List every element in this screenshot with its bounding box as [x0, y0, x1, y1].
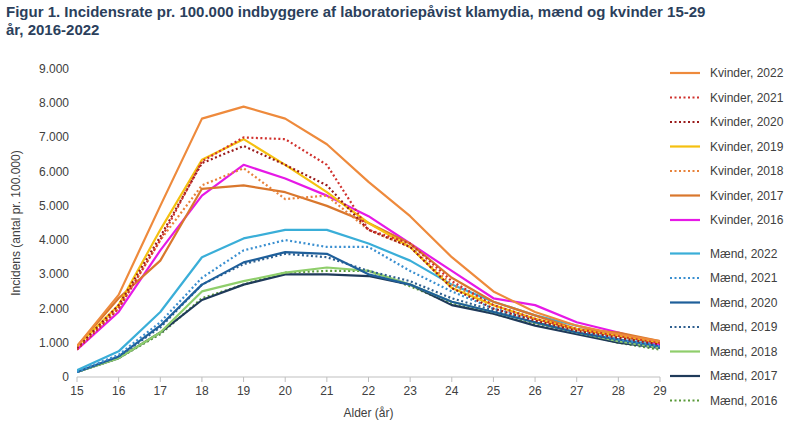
y-tick-label: 2.000 [39, 302, 69, 316]
y-tick-label: 3.000 [39, 267, 69, 281]
y-axis-label: Incidens (antal pr. 100.000) [9, 150, 23, 295]
series-line [77, 139, 660, 346]
legend-label: Kvinder, 2019 [710, 140, 784, 154]
legend-label: Mænd, 2021 [710, 271, 778, 285]
x-tick-label: 18 [195, 384, 209, 398]
x-tick-label: 23 [403, 384, 417, 398]
y-tick [73, 69, 77, 70]
legend-label: Mænd, 2022 [710, 247, 778, 261]
x-tick-label: 26 [528, 384, 542, 398]
legend-label: Mænd, 2016 [710, 394, 778, 408]
x-tick-label: 24 [445, 384, 459, 398]
y-tick-label: 9.000 [39, 62, 69, 76]
legend-swatch [670, 277, 700, 279]
legend-label: Kvinder, 2022 [710, 66, 784, 80]
legend-label: Kvinder, 2020 [710, 115, 784, 129]
x-tick-label: 19 [237, 384, 251, 398]
y-tick-label: 5.000 [39, 199, 69, 213]
legend-label: Kvinder, 2016 [710, 213, 784, 227]
x-tick-label: 15 [70, 384, 84, 398]
y-tick [73, 342, 77, 343]
chart-title: Figur 1. Incidensrate pr. 100.000 indbyg… [6, 3, 726, 39]
series-line [77, 185, 660, 346]
y-tick-label: 0 [62, 370, 69, 384]
chart: 0 1.000 2.000 3.000 4.000 5.000 6.000 7.000 8.00… [0, 0, 800, 434]
legend-swatch [670, 219, 700, 221]
y-tick [73, 240, 77, 241]
legend-label: Mænd, 2018 [710, 345, 778, 359]
legend-swatch [670, 96, 700, 98]
x-tick [285, 377, 286, 382]
y-tick-label: 7.000 [39, 130, 69, 144]
x-tick [660, 377, 661, 382]
y-tick [73, 137, 77, 138]
legend-swatch [670, 301, 700, 303]
x-tick [160, 377, 161, 382]
x-tick-label: 20 [279, 384, 293, 398]
legend-swatch [670, 375, 700, 377]
x-tick-label: 22 [362, 384, 376, 398]
x-axis-label: Alder (år) [343, 406, 393, 420]
legend-label: Mænd, 2017 [710, 369, 778, 383]
x-tick [368, 377, 369, 382]
legend-label: Kvinder, 2021 [710, 91, 784, 105]
series-line [77, 254, 660, 372]
x-tick-label: 25 [487, 384, 501, 398]
y-tick [73, 377, 77, 378]
x-tick [576, 377, 577, 382]
x-tick [410, 377, 411, 382]
series-line [77, 165, 660, 350]
y-tick-label: 8.000 [39, 96, 69, 110]
legend-swatch [670, 350, 700, 352]
legend-swatch [670, 121, 700, 123]
series-line [77, 252, 660, 372]
series-line [77, 146, 660, 348]
y-tick [73, 274, 77, 275]
x-tick-label: 17 [154, 384, 168, 398]
legend-swatch [670, 145, 700, 147]
legend-label: Mænd, 2020 [710, 296, 778, 310]
x-tick [118, 377, 119, 382]
plot-area [77, 107, 660, 372]
x-tick [451, 377, 452, 382]
x-tick [243, 377, 244, 382]
legend-label: Kvinder, 2018 [710, 164, 784, 178]
x-tick-label: 28 [612, 384, 626, 398]
x-tick-label: 16 [112, 384, 126, 398]
x-tick [535, 377, 536, 382]
series-line [77, 137, 660, 349]
x-tick-label: 27 [570, 384, 584, 398]
legend-swatch [670, 72, 700, 74]
y-tick [73, 103, 77, 104]
legend-swatch [670, 194, 700, 196]
legend-swatch [670, 252, 700, 254]
series-line [77, 230, 660, 370]
y-tick [73, 205, 77, 206]
legend-label: Mænd, 2019 [710, 320, 778, 334]
y-tick [73, 171, 77, 172]
series-line [77, 107, 660, 347]
x-tick-label: 21 [320, 384, 334, 398]
x-tick [201, 377, 202, 382]
y-tick-label: 6.000 [39, 165, 69, 179]
x-tick [77, 377, 78, 382]
legend-swatch [670, 399, 700, 401]
x-tick [326, 377, 327, 382]
legend-swatch [670, 170, 700, 172]
x-tick-label: 29 [653, 384, 667, 398]
y-tick-label: 4.000 [39, 233, 69, 247]
x-tick [493, 377, 494, 382]
legend-swatch [670, 326, 700, 328]
x-tick [618, 377, 619, 382]
y-tick [73, 308, 77, 309]
legend-label: Kvinder, 2017 [710, 189, 784, 203]
y-tick-label: 1.000 [39, 336, 69, 350]
